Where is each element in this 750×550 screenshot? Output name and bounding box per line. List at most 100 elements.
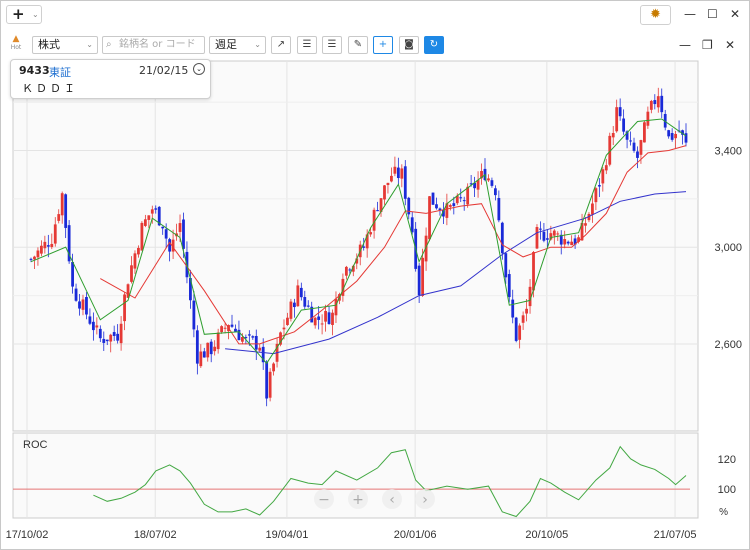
- refresh-button[interactable]: ↻: [424, 36, 444, 54]
- screenshot-button[interactable]: ◙: [399, 36, 419, 54]
- candle-body: [597, 185, 601, 187]
- candle-body: [643, 122, 646, 143]
- candle-body: [327, 312, 331, 325]
- candle-body: [396, 167, 400, 179]
- candle-body: [154, 208, 158, 210]
- candle-body: [480, 171, 483, 179]
- pane-restore-icon[interactable]: ❐: [702, 38, 713, 52]
- search-input[interactable]: ⌕ 銘柄名 or コード: [102, 36, 205, 54]
- candle-body: [109, 334, 113, 342]
- candle-body: [230, 324, 234, 327]
- candle-body: [552, 230, 556, 236]
- maximize-icon[interactable]: ☐: [707, 7, 718, 21]
- candle-body: [580, 222, 584, 241]
- candle-body: [344, 266, 348, 276]
- candle-body: [46, 245, 50, 247]
- candle-body: [469, 183, 473, 185]
- candle-body: [365, 234, 369, 249]
- candle-body: [646, 111, 650, 126]
- collapse-toggle-icon[interactable]: ⌄: [193, 63, 205, 75]
- candle-body: [133, 253, 137, 269]
- moving-average-mid: [100, 145, 687, 345]
- candle-body: [64, 194, 68, 228]
- candle-body: [272, 363, 275, 372]
- candle-body: [237, 329, 241, 341]
- candle-body: [29, 258, 33, 260]
- align-right-button[interactable]: ☰: [322, 36, 342, 54]
- candle-body: [539, 228, 542, 230]
- period-select[interactable]: 週足 ⌄: [209, 36, 266, 54]
- plus-button: [348, 489, 368, 509]
- roc-unit-label: %: [719, 507, 728, 518]
- candle-body: [85, 297, 88, 315]
- candle-body: [649, 100, 653, 110]
- align-left-button[interactable]: ☰: [297, 36, 317, 54]
- exchange-label[interactable]: 東証: [49, 66, 71, 79]
- candle-body: [268, 371, 272, 398]
- candle-body: [362, 246, 366, 248]
- candle-body: [549, 233, 553, 240]
- candle-body: [462, 200, 466, 202]
- chart-toolbar: ▲ Hot 株式 ⌄ ⌕ 銘柄名 or コード 週足 ⌄ ↗ ☰ ☰ ✎ + ◙…: [1, 31, 749, 58]
- candle-body: [71, 262, 74, 287]
- candle-body: [400, 168, 404, 179]
- crosshair-button[interactable]: +: [373, 36, 393, 54]
- plus-icon: +: [12, 5, 25, 23]
- settings-button[interactable]: ✹: [640, 5, 671, 25]
- hot-button[interactable]: ▲ Hot: [7, 35, 25, 52]
- market-select[interactable]: 株式 ⌄: [32, 36, 98, 54]
- candle-body: [209, 341, 213, 355]
- align-right-icon: ☰: [327, 39, 337, 50]
- roc-label: ROC: [23, 439, 48, 451]
- candle-body: [528, 286, 532, 307]
- candle-body: [556, 233, 560, 235]
- candle-body: [573, 238, 577, 245]
- candle-body: [247, 334, 251, 336]
- candle-body: [445, 203, 449, 218]
- candle-body: [521, 315, 525, 323]
- add-chart-button[interactable]: + ⌄: [6, 5, 42, 24]
- candle-body: [306, 305, 310, 307]
- candle-body: [435, 204, 438, 209]
- candle-body: [459, 197, 463, 199]
- arrow-up-right-icon: ↗: [276, 39, 286, 50]
- pane-close-icon[interactable]: ✕: [725, 38, 736, 52]
- candle-body: [195, 330, 199, 364]
- candle-body: [667, 130, 671, 137]
- candle-body: [57, 214, 61, 221]
- candle-body: [442, 209, 445, 217]
- candle-body: [299, 287, 303, 298]
- candle-body: [393, 166, 397, 174]
- stock-chart[interactable]: 17/10/02 18/07/02 19/04/01 20/01/06 20/10/05…: [1, 58, 749, 548]
- candle-body: [150, 209, 154, 214]
- candle-body: [559, 234, 563, 245]
- candle-body: [372, 209, 376, 231]
- candle-body: [670, 133, 674, 140]
- candle-body: [81, 299, 85, 310]
- trendline-button[interactable]: ↗: [271, 36, 291, 54]
- candle-body: [261, 346, 265, 363]
- pane-minimize-icon[interactable]: —: [679, 38, 691, 52]
- candle-body: [202, 351, 206, 358]
- chevron-left-button: [382, 489, 402, 509]
- candle-body: [348, 269, 352, 271]
- candle-body: [615, 107, 619, 132]
- candle-body: [622, 118, 626, 132]
- candle-body: [566, 241, 570, 244]
- plus-icon: +: [352, 492, 364, 508]
- candle-body: [279, 332, 282, 345]
- candles-group: [29, 87, 688, 407]
- candle-body: [421, 257, 425, 296]
- x-tick-label: 20/10/05: [525, 529, 568, 541]
- candle-body: [91, 321, 95, 331]
- search-placeholder: 銘柄名 or コード: [119, 39, 196, 50]
- candle-body: [143, 219, 147, 226]
- candle-body: [681, 130, 684, 135]
- candle-body: [490, 180, 494, 186]
- candle-body: [584, 223, 587, 226]
- candle-body: [317, 316, 321, 320]
- minimize-icon[interactable]: —: [684, 7, 696, 21]
- moving-average-short: [30, 118, 687, 365]
- close-icon[interactable]: ✕: [730, 7, 741, 21]
- draw-button[interactable]: ✎: [348, 36, 368, 54]
